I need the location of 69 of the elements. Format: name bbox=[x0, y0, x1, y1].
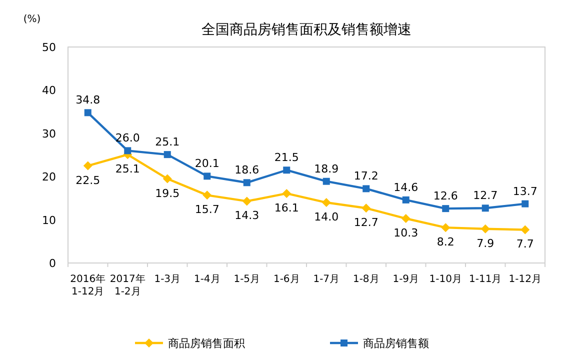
y-tick-label: 50 bbox=[42, 41, 56, 54]
x-tick-label: 1-6月 bbox=[273, 274, 300, 285]
data-label: 10.3 bbox=[394, 226, 418, 240]
y-tick-label: 20 bbox=[42, 170, 56, 184]
point bbox=[242, 196, 252, 206]
data-label: 17.2 bbox=[354, 170, 378, 183]
data-label: 7.9 bbox=[476, 236, 494, 250]
data-label: 16.1 bbox=[274, 201, 299, 214]
x-tick-label: 1-12月 bbox=[508, 274, 542, 285]
point bbox=[164, 151, 171, 158]
data-label: 14.6 bbox=[394, 180, 418, 194]
data-label: 22.5 bbox=[76, 174, 100, 187]
y-axis-title: (%) bbox=[23, 14, 41, 25]
data-label: 8.2 bbox=[436, 236, 454, 249]
point bbox=[362, 185, 370, 192]
data-label: 34.8 bbox=[76, 94, 100, 107]
data-label: 25.1 bbox=[155, 136, 180, 149]
x-tick-label: 1-5月 bbox=[234, 274, 260, 285]
point bbox=[282, 188, 292, 198]
y-tick-label: 30 bbox=[42, 127, 56, 140]
y-tick-label: 40 bbox=[42, 84, 56, 98]
point bbox=[480, 224, 490, 234]
data-label: 18.6 bbox=[234, 164, 260, 177]
chart-title: 全国商品房销售面积及销售额增速 bbox=[202, 22, 412, 38]
point bbox=[84, 109, 92, 116]
point bbox=[362, 204, 371, 213]
point bbox=[243, 179, 250, 186]
point bbox=[124, 147, 132, 154]
y-tick-label: 0 bbox=[49, 257, 56, 270]
point bbox=[442, 205, 450, 212]
point bbox=[482, 204, 489, 212]
x-tick-label: 2016年 1-12月 bbox=[70, 273, 106, 298]
point bbox=[401, 214, 410, 224]
point bbox=[283, 166, 290, 174]
data-label: 13.7 bbox=[512, 184, 538, 198]
data-label: 12.7 bbox=[473, 189, 498, 202]
data-label: 12.7 bbox=[354, 216, 378, 230]
point bbox=[441, 223, 450, 232]
x-tick-label: 1-3月 bbox=[154, 274, 181, 285]
point bbox=[402, 196, 410, 204]
x-tick-label: 1-7月 bbox=[313, 274, 340, 285]
point bbox=[520, 225, 530, 234]
point bbox=[202, 190, 212, 200]
data-label: 19.5 bbox=[155, 186, 180, 200]
legend-label: 商品房销售额 bbox=[363, 337, 429, 350]
point bbox=[322, 198, 331, 208]
data-label: 25.1 bbox=[115, 162, 140, 176]
data-label: 7.7 bbox=[516, 238, 534, 251]
x-tick-label: 1-10月 bbox=[429, 274, 462, 285]
point bbox=[204, 172, 211, 180]
y-tick-label: 10 bbox=[42, 214, 56, 227]
data-label: 12.6 bbox=[433, 190, 458, 203]
data-label: 20.1 bbox=[194, 157, 220, 170]
point bbox=[162, 174, 172, 184]
data-label: 26.0 bbox=[115, 132, 140, 145]
x-tick-label: 1-11月 bbox=[469, 274, 502, 285]
x-tick-label: 1-9月 bbox=[392, 274, 420, 285]
legend-label: 商品房销售面积 bbox=[168, 337, 245, 350]
data-label: 21.5 bbox=[274, 151, 299, 164]
point bbox=[83, 161, 92, 170]
data-label: 14.0 bbox=[314, 210, 339, 224]
data-label: 15.7 bbox=[194, 203, 220, 216]
point bbox=[322, 178, 330, 185]
data-label: 14.3 bbox=[234, 209, 260, 222]
x-tick-label: 2017年 1-2月 bbox=[110, 273, 146, 298]
x-tick-label: 1-4月 bbox=[194, 274, 220, 285]
data-label: 18.9 bbox=[314, 162, 339, 176]
point bbox=[522, 200, 529, 208]
x-tick-label: 1-8月 bbox=[352, 274, 380, 285]
